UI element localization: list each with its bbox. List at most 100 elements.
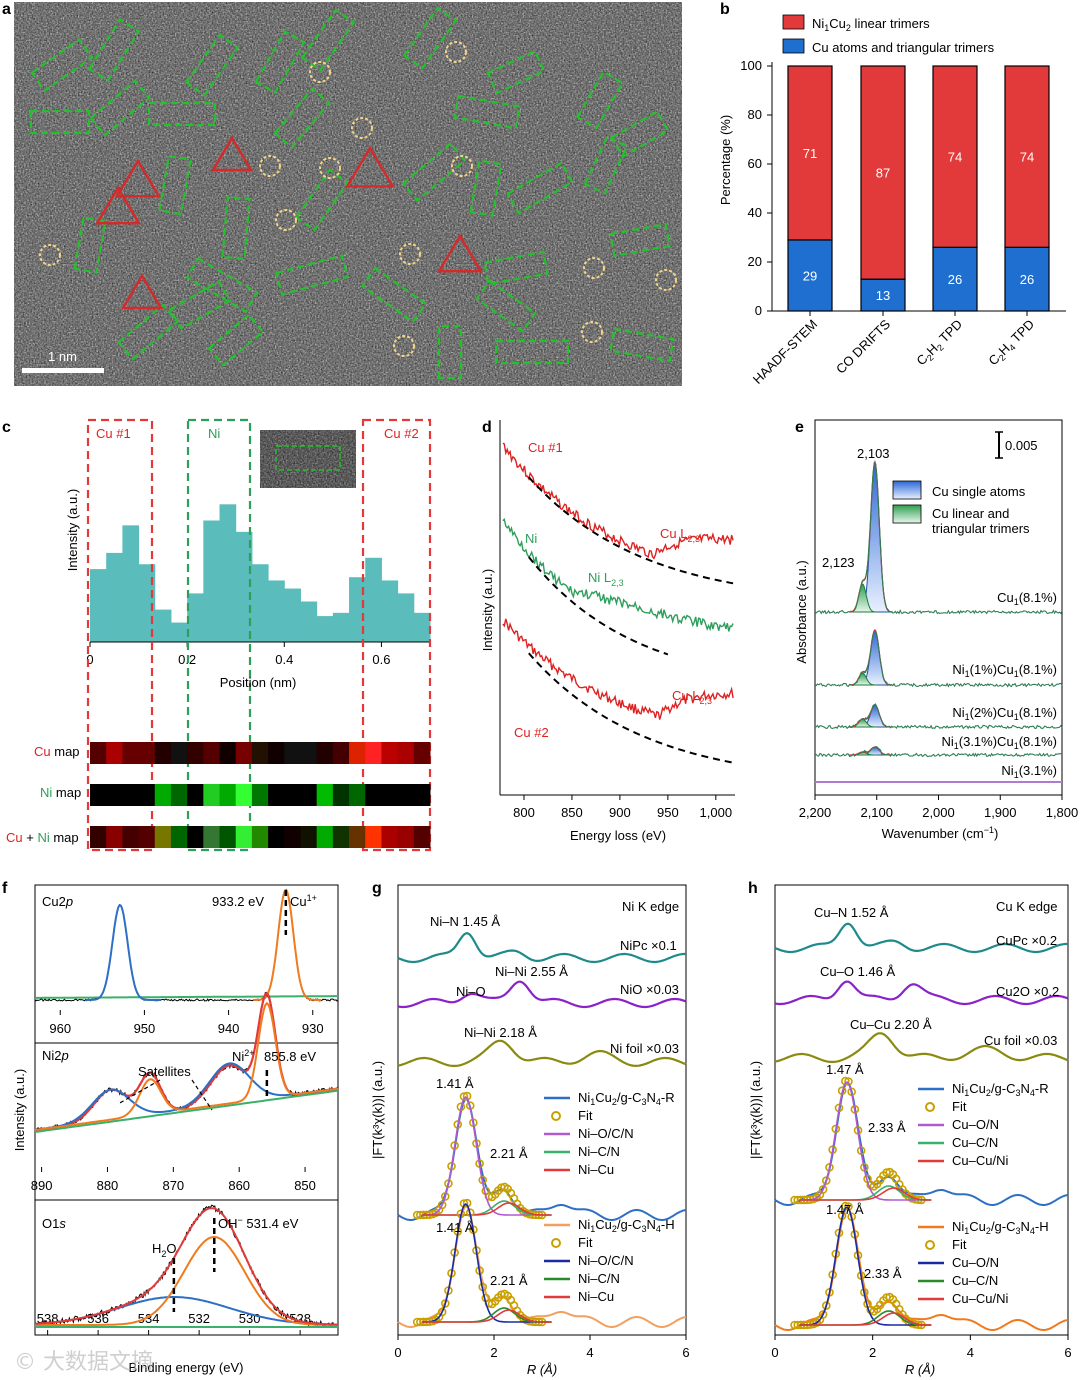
map-pixel [300,826,318,848]
spectrum-cu2-label: Cu #2 [514,725,549,740]
b-ytick-label: 60 [748,156,762,171]
legend-label: Ni1Cu2/g-C3N4-R [952,1081,1049,1098]
legend-fit-marker [925,1240,935,1250]
map-pixel [381,742,399,764]
b-xtick-label: CO DRIFTS [833,316,893,376]
b-xtick-label-part: TPD [1006,317,1037,348]
panel-e-xlabel: Wavenumber (cm−1) [882,825,999,841]
d-xtick-label: 1,000 [700,805,733,820]
map-pixel [316,784,334,806]
trimer-box [168,279,232,331]
g-ref3-label: Ni–Ni 2.18 Å [464,1025,537,1040]
single-atom-circle [583,257,605,279]
legend-label: Ni1Cu2/g-C3N4-H [952,1219,1049,1236]
f-xtick-label: 950 [134,1021,156,1036]
shell-fit [799,1081,932,1201]
legend-fit-marker [551,1111,561,1121]
trimer-box [483,250,549,286]
o1s-title-main: O1 [42,1216,59,1231]
panel-h: h 0 2 4 6 |FT(k³χ(k))| (a.u.) R (Å) Cu K ed… [748,880,1072,1377]
legend-label-part: /g-C [617,1090,642,1105]
cu-peak-label: 933.2 eV [212,894,264,909]
map-pixel [349,826,366,848]
b-ytick-label: 100 [740,58,762,73]
spectrum-ni-label: Ni [525,531,537,546]
legend-label-part: 1 [964,1226,969,1236]
c-xtick-label: 0 [86,652,93,667]
fit-point [437,1307,447,1317]
bar-triangular [860,278,906,312]
panel-c-xlabel: Position (nm) [220,675,297,690]
trimer-box [610,109,670,159]
map-pixel [251,742,269,764]
fit-point [440,1192,450,1201]
g-ref2-nio: Ni–O [456,984,486,999]
satellite-arrow-left [117,1079,161,1105]
legend-label-part: Ni [952,1081,964,1096]
b-xtick-label: C2H4 TPD [985,317,1038,370]
trimer-box [401,142,467,202]
h-ref3-name: Cu foil ×0.03 [984,1033,1057,1048]
panel-f-ylabel: Intensity (a.u.) [12,1069,27,1151]
o-envelope [34,1207,338,1326]
b-xtick-label: C2H2 TPD [913,317,966,370]
trace-label: Ni1(2%)Cu1(8.1%) [952,705,1057,722]
legend-label-part: Cu [595,1090,612,1105]
h2o-sub: 2 [161,1249,166,1259]
shell-fit [799,1312,932,1326]
ftir-trace [814,746,1063,758]
trace-label-part: Ni [1001,763,1013,778]
legend-label-part: 4 [1030,1088,1035,1098]
bar-linear [787,65,833,241]
panel-d-xlabel: Energy loss (eV) [570,828,666,843]
trimer-box [185,256,259,314]
exafs-xtick-label: 4 [967,1345,974,1360]
single-atom-circle [655,269,677,291]
legend-label: Ni–O/C/N [578,1253,634,1268]
trace-label-part: (8.1%) [1019,734,1057,749]
map-pixel [268,742,285,764]
histogram-bar [300,601,318,642]
trace-label-part: 1 [1014,770,1019,780]
legend-label: Cu–O/N [952,1117,999,1132]
legend-label-part: Cu [595,1217,612,1232]
legend-label: Cu–O/N [952,1255,999,1270]
scale-bar-label: 1 nm [48,349,77,364]
panel-e: e 2,200 2,100 2,000 1,900 1,800 Absorbance (… [794,419,1078,841]
legend-linear-s1: 1 [824,23,829,33]
map-pixel [268,784,285,806]
legend-label-part: 3 [1016,1226,1021,1236]
cu-k-edge-label: Cu K edge [996,899,1057,914]
exafs-xtick-label: 2 [490,1345,497,1360]
spectrum-cu1 [502,442,734,560]
cu2p-title-p: p [65,894,73,909]
region-ni-label: Ni [208,426,220,441]
bar-value-triangular: 26 [948,272,962,287]
legend-label-part: -H [1035,1219,1049,1234]
g-ref3-name: Ni foil ×0.03 [610,1041,679,1056]
map-pixel [122,784,140,806]
reference-spectrum [774,980,1069,1006]
map-pixel [413,784,431,806]
f-xtick-label: 930 [302,1021,324,1036]
map-pixel [154,742,172,764]
exafs-frame [774,884,1069,1336]
f-xtick-label: 890 [31,1178,53,1193]
d-xtick-label: 850 [561,805,583,820]
map-pixel [106,784,123,806]
legend-label-part: 2 [612,1097,617,1107]
trimer-box [583,135,629,195]
map-pixel [397,826,415,848]
map-pixel [170,784,188,806]
legend-label-part: 1 [590,1097,595,1107]
map-pixel [219,742,237,764]
legend-swatch-linear [782,14,805,30]
histogram-bar [349,577,366,642]
panel-g-xlabel: R (Å) [527,1362,557,1377]
d-xtick-label: 800 [513,805,535,820]
panel-c-ylabel: Intensity (a.u.) [65,489,80,571]
legend-triangular: Cu atoms and triangular trimers [812,40,995,55]
panel-g-plot: 0 2 4 6 [394,884,690,1360]
map-pixel [381,784,399,806]
